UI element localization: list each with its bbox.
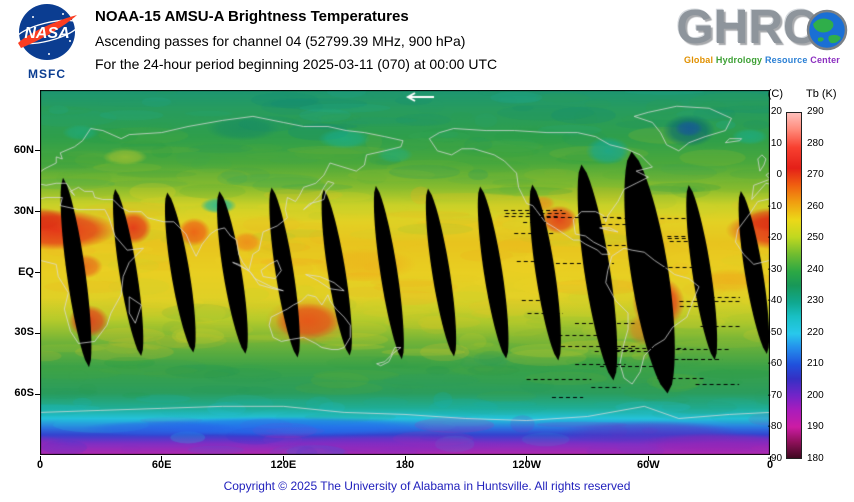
lon-axis-label: 0 [766,459,774,471]
colorbar-kelvin-value: 200 [807,389,824,401]
lat-axis-label: EQ [18,265,34,278]
colorbar-celsius-value: 0 [776,169,782,181]
nasa-logo: NASA MSFC [10,2,84,81]
globe-icon [806,9,848,51]
colorbar-kelvin-value: 280 [807,137,824,149]
colorbar-celsius-value: -10 [767,200,782,212]
nasa-wordmark-text: NASA [24,25,69,42]
colorbar-kelvin-value: 240 [807,263,824,275]
lon-axis-tick [282,456,284,461]
ghrc-tagline-word: Resource [764,55,808,65]
colorbar-celsius-value: -20 [767,232,782,244]
colorbar-kelvin-value: 250 [807,232,824,244]
lon-axis-tick [161,456,163,461]
lat-axis-label: 60S [14,387,34,400]
lon-axis-tick [526,456,528,461]
colorbar-kelvin-value: 210 [807,358,824,370]
footer-copyright: Copyright © 2025 The University of Alaba… [223,479,631,493]
lat-axis-tick [35,393,40,395]
nasa-swoosh-icon [18,15,77,48]
colorbar-celsius-value: -30 [767,263,782,275]
lat-axis-tick [35,272,40,273]
ghrc-tagline: Global Hydrology Resource Center [674,55,850,65]
colorbar-celsius-value: -80 [767,421,782,433]
lat-axis-tick [35,332,40,334]
colorbar-kelvin-value: 220 [807,326,824,338]
lon-axis-label: 120W [512,459,542,471]
lon-axis-label: 120E [270,459,297,471]
colorbar [786,112,802,459]
subtitle-period: For the 24-hour period beginning 2025-03… [95,56,498,72]
colorbar-unit-celsius: (C) [767,88,783,100]
lon-axis-label: 0 [36,459,44,471]
subtitle-channel: Ascending passes for channel 04 (52799.3… [95,33,466,49]
lat-axis-label: 60N [13,143,34,156]
colorbar-unit-kelvin: Tb (K) [806,88,837,100]
lon-axis-label: 60W [637,459,660,471]
colorbar-celsius-value: -60 [767,358,782,370]
colorbar-celsius-value: -70 [767,389,782,401]
ghrc-tagline-word: Global [684,55,714,65]
lat-axis-tick [35,211,40,213]
colorbar-kelvin-value: 270 [807,169,824,181]
ghrc-tagline-word: Center [810,55,840,65]
colorbar-kelvin-value: 180 [807,453,824,464]
colorbar-kelvin-value: 290 [807,106,824,117]
colorbar-celsius-value: 10 [770,137,782,149]
nasa-meatball-icon: NASA [15,4,79,60]
lon-axis-tick [404,456,406,461]
ghrc-logo: GHRC Global Hydrology Resource Center [674,1,850,65]
title-block: NOAA-15 AMSU-A Brightness Temperatures A… [95,8,497,79]
colorbar-celsius-value: -50 [767,326,782,338]
lat-axis-label: 30S [14,326,34,339]
page-title: NOAA-15 AMSU-A Brightness Temperatures [95,8,409,25]
colorbar-celsius-value: -90 [767,453,782,464]
lon-axis-label: 180 [395,459,415,471]
lon-axis-tick [39,456,41,461]
colorbar-celsius-value: -40 [767,295,782,307]
lon-axis-label: 60E [151,459,172,471]
ghrc-wordmark: GHRC [676,1,818,54]
ghrc-wordmark-row: GHRC [674,1,850,55]
msfc-label: MSFC [28,67,66,81]
lat-axis-tick [35,150,40,152]
brightness-temperature-map [40,90,770,455]
colorbar-kelvin-value: 190 [807,421,824,433]
lon-axis-tick [647,456,649,461]
colorbar-celsius-value: 20 [770,106,782,117]
colorbar-kelvin-value: 260 [807,200,824,212]
ghrc-tagline-word: Hydrology [715,55,763,65]
lat-axis-label: 30N [13,204,34,217]
colorbar-kelvin-value: 230 [807,295,824,307]
lon-axis-tick [769,456,771,461]
